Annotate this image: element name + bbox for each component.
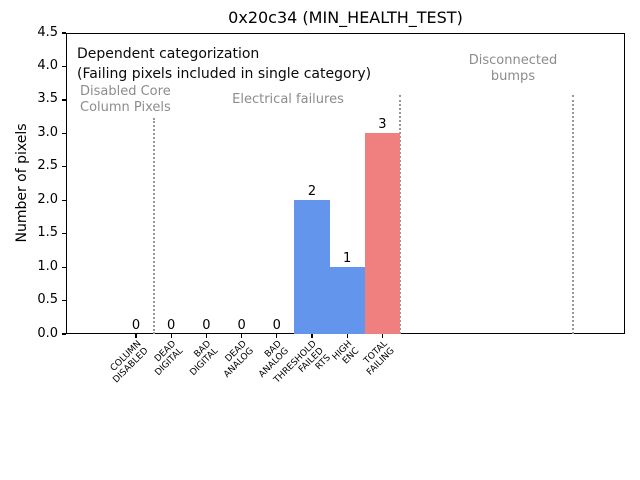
y-tick-mark xyxy=(61,299,66,302)
x-tick-label-text: COLUMN DISABLED xyxy=(108,339,151,386)
y-tick-label: 0.0 xyxy=(37,325,58,341)
y-tick-label: 2.5 xyxy=(37,158,58,174)
y-tick-mark xyxy=(61,199,66,201)
bar-value-label: 0 xyxy=(237,318,246,333)
y-tick-label: 4.5 xyxy=(37,24,58,40)
y-tick-label: 1.0 xyxy=(37,258,58,274)
annotation-failing-pixels-note: (Failing pixels included in single categ… xyxy=(77,66,372,82)
y-tick-mark xyxy=(61,65,66,68)
section-label-disabled-core-column-pixels: Disabled Core Column Pixels xyxy=(80,84,171,115)
y-tick-mark xyxy=(61,32,66,34)
x-tick-label-text: TOTAL FAILING xyxy=(362,339,397,378)
bar xyxy=(294,200,330,334)
y-tick-mark xyxy=(61,333,66,335)
x-tick-mark xyxy=(205,334,208,338)
bar-value-label: 2 xyxy=(307,184,317,200)
section-separator-line xyxy=(399,95,401,334)
y-tick-label: 2.0 xyxy=(37,191,58,207)
y-tick-mark xyxy=(61,132,66,135)
x-tick-mark xyxy=(381,334,384,338)
x-tick-mark xyxy=(276,334,278,338)
bar-value-label: 0 xyxy=(131,318,141,333)
section-separator-line xyxy=(152,118,155,334)
y-tick-mark xyxy=(61,99,66,101)
y-tick-label: 4.0 xyxy=(37,57,58,73)
x-tick-label-text: HIGH ENC xyxy=(330,339,362,367)
x-tick-label-text: DEAD DIGITAL xyxy=(153,339,186,379)
x-tick-mark xyxy=(241,334,243,338)
x-tick-mark xyxy=(311,334,313,338)
bar-value-label: 1 xyxy=(343,251,352,267)
plot-area: 0 0 0 0 0 2 1 3 xyxy=(66,33,625,334)
x-tick-mark xyxy=(346,334,348,338)
x-tick-mark xyxy=(135,334,137,338)
bar-value-label: 0 xyxy=(202,318,211,333)
x-tick-mark xyxy=(170,334,172,338)
y-tick-label: 3.0 xyxy=(37,124,58,140)
section-separator-line xyxy=(572,95,574,334)
bar-value-label: 0 xyxy=(167,318,176,333)
y-tick-mark xyxy=(61,166,66,168)
y-tick-label: 1.5 xyxy=(37,225,58,241)
y-tick-label: 0.5 xyxy=(37,292,58,308)
annotation-dependent-categorization: Dependent categorization xyxy=(77,46,260,62)
bar-value-label: 3 xyxy=(378,117,387,133)
y-tick-mark xyxy=(61,233,66,235)
section-label-disconnected-bumps: Disconnected bumps xyxy=(468,53,558,84)
bar-value-label: 0 xyxy=(272,318,281,333)
chart-title: 0x20c34 (MIN_HEALTH_TEST) xyxy=(228,8,463,27)
x-tick-label-text: DEAD ANALOG xyxy=(221,339,256,380)
bar xyxy=(364,133,400,334)
section-label-electrical-failures: Electrical failures xyxy=(232,92,344,107)
y-tick-label: 3.5 xyxy=(37,91,58,107)
x-tick-label-text: BAD DIGITAL xyxy=(188,339,221,379)
bar xyxy=(329,267,365,334)
y-tick-mark xyxy=(61,266,66,268)
